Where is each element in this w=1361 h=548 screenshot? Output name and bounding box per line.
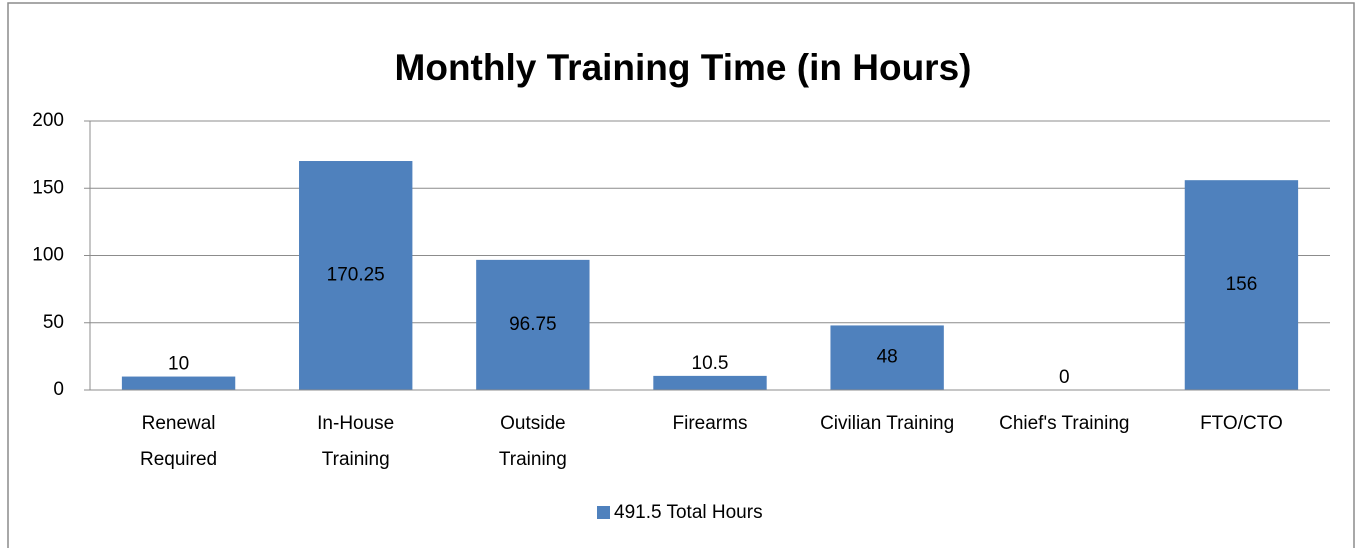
legend-swatch (597, 506, 610, 519)
bar (1184, 180, 1299, 390)
bar (121, 376, 236, 390)
bar (299, 161, 413, 390)
bar (653, 375, 767, 390)
data-label: 156 (1226, 274, 1258, 295)
x-tick-label: FTO/CTO (1200, 413, 1283, 434)
legend-label: 491.5 Total Hours (614, 502, 763, 523)
bar (476, 259, 590, 390)
y-tick-label: 150 (32, 177, 64, 198)
data-label: 96.75 (509, 314, 557, 335)
data-label: 170.25 (327, 265, 385, 286)
x-tick-label: In-House Training (317, 413, 395, 470)
y-tick-label: 50 (43, 312, 64, 333)
data-label: 10.5 (692, 353, 729, 374)
chart-title: Monthly Training Time (in Hours) (395, 47, 972, 88)
data-label: 0 (1059, 367, 1070, 388)
x-tick-label: Civilian Training (820, 413, 955, 434)
x-tick-label: Outside Training (498, 413, 567, 470)
x-tick-label: Chief's Training (999, 413, 1130, 434)
data-label: 10 (168, 354, 189, 375)
chart-frame (7, 2, 1355, 548)
data-label: 48 (877, 347, 898, 368)
bar (830, 325, 944, 390)
y-tick-label: 100 (32, 245, 64, 266)
y-tick-label: 200 (32, 110, 64, 131)
x-tick-label: Firearms (672, 413, 748, 434)
x-tick-label: Renewal Required (140, 413, 218, 470)
y-tick-label: 0 (53, 379, 64, 400)
